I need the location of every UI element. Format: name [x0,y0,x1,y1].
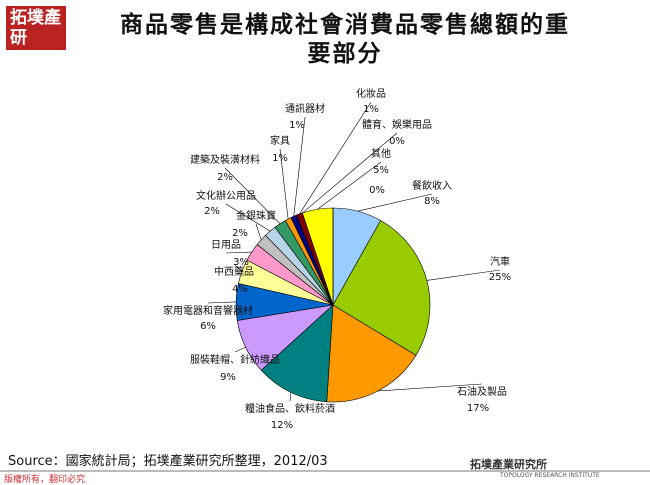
leader-line [233,263,243,272]
slice-value-label: 6% [200,321,216,332]
slice-value-label: 1% [289,120,305,131]
logo: 拓墣產研 [6,6,66,50]
slice-value-label: 4% [232,284,248,295]
slice-value-label: 17% [467,403,489,414]
leader-line [293,116,306,217]
leader-line [357,193,433,212]
slice-value-label: 2% [217,172,233,183]
slice-value-label: 5% [373,165,389,176]
pie-slice [332,220,431,356]
brand-en: TOPOLOGY RESEARCH INSTITUTE [500,472,600,479]
leader-line [279,148,289,220]
leader-line [207,301,237,304]
leader-line [426,269,501,281]
slice-label: 糧油食品、飲料菸酒 [245,402,335,415]
slice-label: 文化辦公用品 [196,189,256,202]
leader-line [299,101,372,215]
slice-value-label: 8% [424,196,440,207]
leader-line [377,383,483,392]
leader-line [234,346,246,353]
leader-line [225,251,252,254]
leader-line [302,132,398,214]
slice-label: 通訊器材 [285,102,325,115]
slice-label: 餐飲收入 [412,179,452,192]
slice-value-label: 3% [233,257,249,268]
leader-line [255,223,262,240]
slice-value-label: 9% [220,372,236,383]
leader-line [225,203,271,232]
slice-value-label: 12% [271,420,293,431]
slice-label: 中西藥品 [214,265,254,278]
slice-value-label: 25% [489,272,511,283]
chart-title: 商品零售是構成社會消費品零售總額的重要部分 [120,11,570,67]
slice-value-label: 2% [204,206,220,217]
slice-value-label: 1% [272,153,288,164]
slice-value-label: 1% [363,104,379,115]
leader-line [289,392,292,402]
slice-label: 其他 [371,147,391,160]
slice-label: 汽車 [490,255,510,268]
slice-value-label: 0% [369,185,385,196]
slice-label: 家用電器和音響器材 [163,304,253,317]
brand: 拓墣產業研究所 [470,458,547,471]
slice-label: 建築及裝潢材料 [190,153,260,166]
footer-bar [0,470,650,472]
leader-line [224,167,281,224]
slice-label: 服裝鞋帽、針紡織品 [190,353,280,366]
slice-label: 家具 [270,134,290,147]
slice-label: 金銀珠寶 [236,209,276,222]
copyright: 版權所有，翻印必究 [4,475,86,485]
slice-label: 日用品 [211,239,241,251]
slice-label: 化妝品 [356,87,386,100]
slice-label: 石油及製品 [457,385,507,398]
source: Source：國家統計局；拓墣產業研究所整理，2012/03 [8,454,328,469]
slice-value-label: 0% [389,136,405,147]
pie-slice [326,304,417,403]
slice-value-label: 2% [232,228,248,239]
leader-line [317,161,382,210]
slice-label: 體育、娛樂用品 [362,118,432,131]
